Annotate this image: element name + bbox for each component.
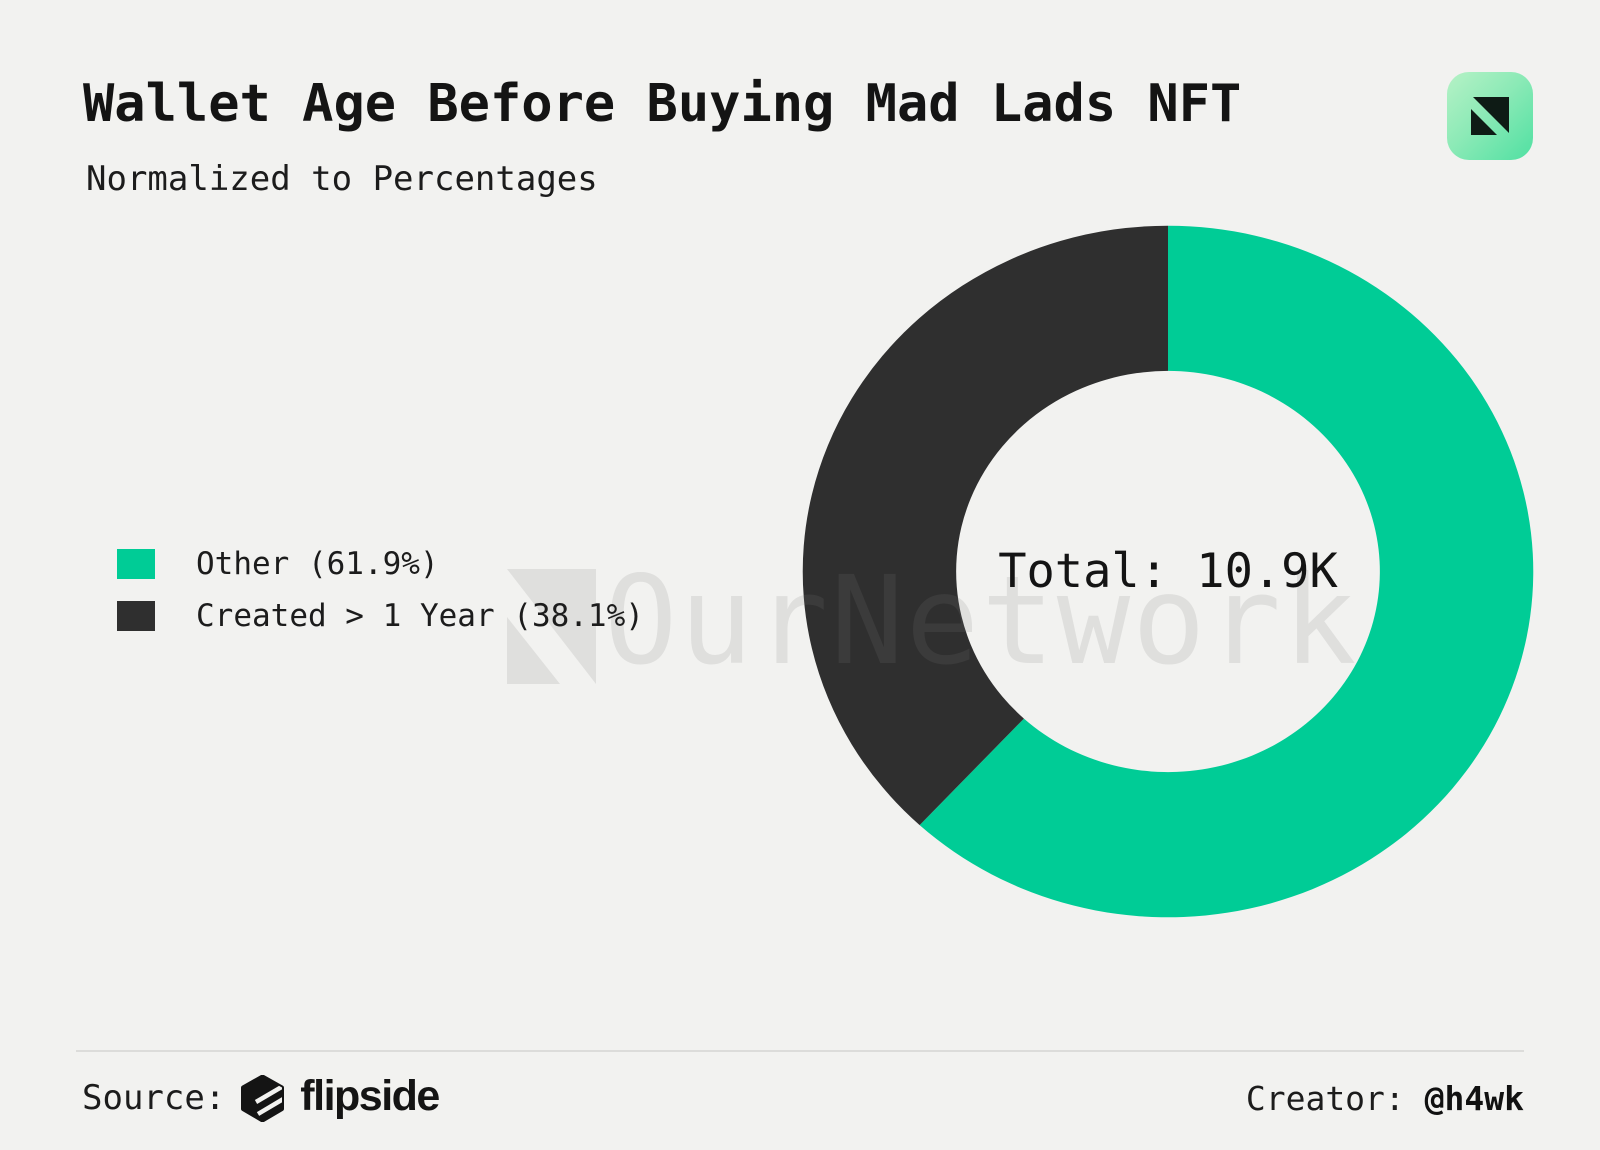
- pie-slice-created-1-year[interactable]: [802, 225, 1168, 826]
- legend-swatch-0: [117, 549, 155, 579]
- source-label: Source:: [82, 1078, 226, 1118]
- footer-divider: [76, 1050, 1524, 1052]
- legend-label-0: Other (61.9%): [196, 545, 439, 582]
- legend-item-0[interactable]: Other (61.9%): [117, 545, 644, 582]
- legend-item-1[interactable]: Created > 1 Year (38.1%): [117, 597, 644, 634]
- legend-label-1: Created > 1 Year (38.1%): [196, 597, 644, 634]
- creator-label: Creator:: [1245, 1079, 1425, 1118]
- flipside-icon: [241, 1074, 285, 1122]
- donut-center-total-label: Total: 10.9K: [998, 544, 1338, 599]
- flipside-wordmark: flipside: [300, 1071, 440, 1120]
- legend-swatch-1: [117, 601, 155, 631]
- page-title: Wallet Age Before Buying Mad Lads NFT: [83, 74, 1242, 134]
- ournetwork-icon: [1447, 72, 1533, 160]
- chart-legend: Other (61.9%) Created > 1 Year (38.1%): [117, 545, 644, 653]
- donut-chart: [802, 225, 1534, 918]
- creator-handle[interactable]: @h4wk: [1424, 1079, 1524, 1118]
- footer-source: Source: flipside: [82, 1071, 440, 1124]
- footer-creator: Creator: @h4wk: [1246, 1082, 1524, 1115]
- pie-slice-other[interactable]: [919, 225, 1534, 918]
- page-subtitle: Normalized to Percentages: [86, 159, 598, 199]
- ournetwork-icon-glyph: [1471, 97, 1509, 135]
